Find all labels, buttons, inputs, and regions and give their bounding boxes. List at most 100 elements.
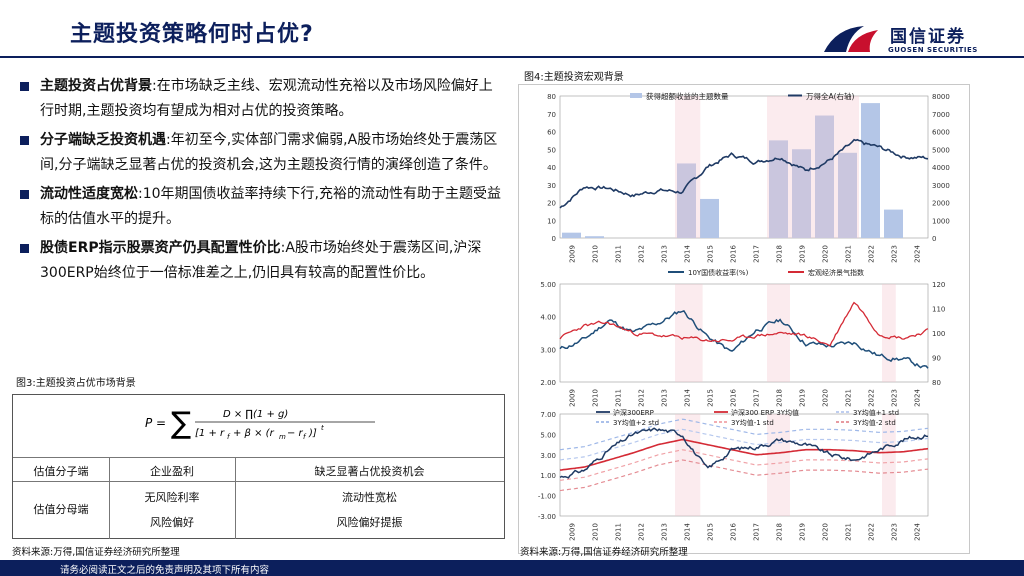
chart1-bar [884, 209, 903, 238]
svg-text:t: t [321, 424, 324, 432]
bullet-heading: 分子端缺乏投资机遇 [40, 132, 166, 148]
bullet-heading: 流动性适度宽松 [40, 186, 138, 202]
valuation-formula: P = ∑ D × ∏(1 + g) [1 + r f + β × (r m −… [145, 406, 375, 441]
chart1-highlight-band [675, 96, 701, 238]
chart3-line-plus2std [559, 418, 929, 451]
svg-text:D × ∏(1 + g): D × ∏(1 + g) [223, 409, 288, 420]
bullet-text: :A股市场始终处于震荡区间,沪深300ERP始终位于一倍标准差之上,仍旧具有较高… [40, 240, 482, 281]
chart3-ytick-left: 3.00 [540, 452, 556, 460]
row-cell: 风险偏好 [150, 516, 194, 529]
chart1-ytick-left: 30 [547, 182, 556, 190]
chart1-bar [792, 149, 811, 238]
chart1-xtick: 2021 [845, 245, 853, 263]
chart3-xtick: 2018 [776, 523, 784, 541]
chart3-plot-area [559, 413, 929, 517]
footer-disclaimer: 请务必阅读正文之后的免责声明及其项下所有内容 [60, 565, 270, 576]
chart1-xtick: 2020 [822, 245, 830, 263]
chart2-ytick-right: 90 [932, 355, 941, 363]
chart1-bar [838, 152, 857, 238]
chart1-xtick: 2010 [592, 245, 600, 263]
chart3-line-minus1std [559, 449, 929, 481]
figure3-caption: 图3:主题投资占优市场背景 [16, 378, 136, 389]
chart1-bar [562, 232, 581, 238]
chart2-line-10y-yield [559, 309, 929, 369]
chart2-highlight-band [675, 284, 703, 382]
chart3-line-hs300-erp [559, 427, 929, 479]
chart3-highlight-band [882, 414, 896, 516]
row-cell: 风险偏好提振 [336, 516, 403, 529]
logo-chinese: 国信证券 [890, 27, 966, 47]
chart1-legend-label: 万得全A(右轴) [806, 91, 855, 101]
figure4-source: 资料来源:万得,国信证券经济研究所整理 [520, 547, 688, 558]
chart3-legend-label: 3Y均值+1 std [853, 408, 899, 417]
bullet-item: 流动性适度宽松:10年期国债收益率持续下行,充裕的流动性有助于主题受益标的估值水… [18, 182, 504, 232]
chart3-line-3y-mean [559, 438, 929, 471]
chart1-ytick-left: 40 [547, 164, 556, 172]
chart3-legend-label: 3Y均值+2 std [613, 418, 659, 427]
figure4-caption: 图4:主题投资宏观背景 [524, 72, 624, 83]
chart2-plot-area [559, 283, 929, 383]
chart2-xtick: 2021 [845, 389, 853, 407]
chart2-xtick: 2023 [891, 389, 899, 407]
bullet-text: :年初至今,实体部门需求偏弱,A股市场始终处于震荡区间,分子端缺乏显著占优的投资… [40, 132, 498, 173]
chart3-xtick: 2024 [914, 523, 922, 541]
svg-text:+ β × (r: + β × (r [233, 428, 275, 439]
logo-english: GUOSEN SECURITIES [888, 46, 978, 54]
table-divider [13, 457, 504, 458]
chart1-xtick: 2009 [569, 245, 577, 263]
chart1-xtick: 2017 [753, 245, 761, 263]
chart2-legend-label: 宏观经济景气指数 [808, 268, 864, 277]
page-title: 主题投资策略何时占优? [70, 22, 314, 47]
chart1-xtick: 2012 [638, 245, 646, 263]
chart3-xtick: 2010 [592, 523, 600, 541]
chart2-ytick-right: 120 [932, 281, 945, 289]
chart1-ytick-right: 2000 [932, 200, 950, 208]
chart2-xtick: 2013 [661, 389, 669, 407]
chart2-ytick-left: 4.00 [540, 314, 556, 322]
chart3-line-plus1std [559, 428, 929, 461]
chart1-ytick-right: 4000 [932, 164, 950, 172]
square-bullet-icon [20, 82, 29, 91]
chart2-xtick: 2015 [707, 389, 715, 407]
chart1-xtick: 2016 [730, 245, 738, 263]
chart1-plot-area [559, 95, 929, 239]
chart2-xtick: 2010 [592, 389, 600, 407]
bullet-heading: 股债ERP指示股票资产仍具配置性价比 [40, 240, 281, 256]
chart2-xtick: 2012 [638, 389, 646, 407]
bullet-list: 主题投资占优背景:在市场缺乏主线、宏观流动性充裕以及市场风险偏好上行时期,主题投… [18, 74, 504, 290]
chart3-xtick: 2015 [707, 523, 715, 541]
chart2-xtick: 2009 [569, 389, 577, 407]
chart1-xtick: 2013 [661, 245, 669, 263]
square-bullet-icon [20, 190, 29, 199]
chart3-legend-label: 沪深300 ERP 3Y均值 [731, 408, 799, 417]
chart1-xtick: 2024 [914, 245, 922, 263]
bullet-item: 股债ERP指示股票资产仍具配置性价比:A股市场始终处于震荡区间,沪深300ERP… [18, 236, 504, 286]
figure4-frame [518, 84, 970, 554]
chart3-xtick: 2012 [638, 523, 646, 541]
figure3-table: P = ∑ D × ∏(1 + g) [1 + r f + β × (r m −… [12, 394, 505, 539]
chart1-bar [677, 163, 696, 238]
chart2-xtick: 2011 [615, 389, 623, 407]
chart3-xtick: 2021 [845, 523, 853, 541]
row-cell: 企业盈利 [150, 465, 194, 478]
svg-text:∑: ∑ [171, 406, 191, 441]
chart1-ytick-right: 8000 [932, 93, 950, 101]
svg-text:− r: − r [287, 428, 304, 439]
chart3-ytick-left: 5.00 [540, 431, 556, 439]
chart1-xtick: 2018 [776, 245, 784, 263]
chart1-ytick-right: 3000 [932, 182, 950, 190]
chart1-xtick: 2022 [868, 245, 876, 263]
chart3-highlight-band [767, 414, 790, 516]
chart3-xtick: 2016 [730, 523, 738, 541]
svg-text:f: f [227, 433, 231, 441]
chart2-xtick: 2014 [684, 389, 692, 407]
title-divider [0, 56, 1024, 58]
chart2-ytick-left: 5.00 [540, 281, 556, 289]
guosen-logo-icon [824, 26, 878, 52]
table-divider [13, 481, 504, 482]
chart1-ytick-left: 60 [547, 129, 556, 137]
chart3-xtick: 2009 [569, 523, 577, 541]
chart2-highlight-band [882, 284, 896, 382]
chart2-ytick-right: 80 [932, 379, 941, 387]
chart2-ytick-left: 2.00 [540, 379, 556, 387]
